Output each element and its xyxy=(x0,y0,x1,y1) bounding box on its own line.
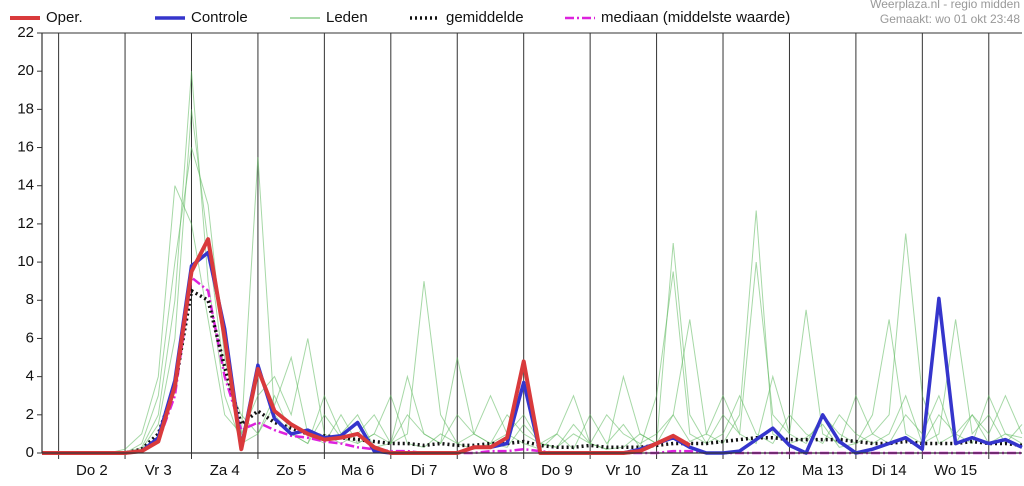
legend-label: gemiddelde xyxy=(446,9,524,26)
y-tick-label: 22 xyxy=(17,24,34,41)
credit: Weerplaza.nl - regio midden xyxy=(870,0,1020,11)
legend-label: Oper. xyxy=(46,9,83,26)
series-line xyxy=(42,288,1023,455)
x-tick-label: Ma 13 xyxy=(802,462,844,479)
y-tick-label: 4 xyxy=(26,368,34,385)
x-tick-label: Di 7 xyxy=(411,462,438,479)
y-tick-label: 14 xyxy=(17,177,34,194)
y-tick-label: 12 xyxy=(17,215,34,232)
x-tick-label: Vr 3 xyxy=(145,462,172,479)
y-tick-label: 20 xyxy=(17,62,34,79)
x-tick-label: Di 14 xyxy=(872,462,907,479)
x-tick-label: Za 4 xyxy=(210,462,240,479)
x-tick-label: Wo 8 xyxy=(473,462,508,479)
y-tick-label: 18 xyxy=(17,100,34,117)
y-tick-label: 8 xyxy=(26,291,34,308)
member-line xyxy=(42,147,1023,454)
y-tick-label: 10 xyxy=(17,253,34,270)
x-tick-label: Zo 12 xyxy=(737,462,775,479)
x-tick-label: Do 9 xyxy=(541,462,573,479)
y-tick-label: 6 xyxy=(26,329,34,346)
legend-label: Controle xyxy=(191,9,248,26)
member-line xyxy=(42,157,1023,454)
y-tick-label: 16 xyxy=(17,139,34,156)
x-tick-label: Ma 6 xyxy=(341,462,374,479)
legend-label: Leden xyxy=(326,9,368,26)
credit: Gemaakt: wo 01 okt 23:48 xyxy=(880,12,1020,26)
y-tick-label: 0 xyxy=(26,444,34,461)
x-tick-label: Do 2 xyxy=(76,462,108,479)
legend-label: mediaan (middelste waarde) xyxy=(601,9,790,26)
x-tick-label: Zo 5 xyxy=(276,462,306,479)
x-tick-label: Za 11 xyxy=(671,462,708,479)
x-tick-label: Vr 10 xyxy=(606,462,641,479)
y-tick-label: 2 xyxy=(26,406,34,423)
member-line xyxy=(42,109,1023,454)
x-tick-label: Wo 15 xyxy=(934,462,977,479)
